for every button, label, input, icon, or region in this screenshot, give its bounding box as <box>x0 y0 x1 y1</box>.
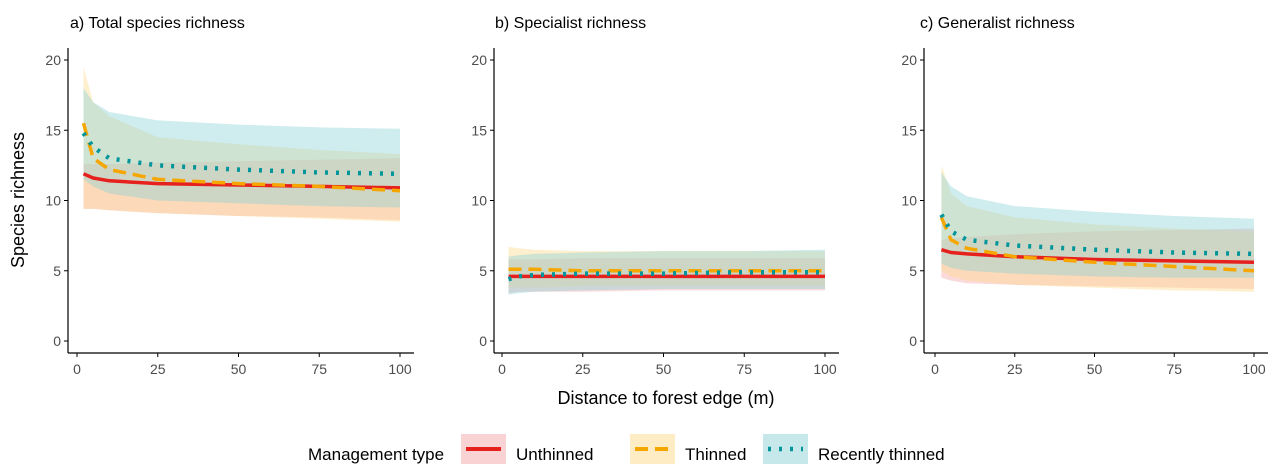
legend-label-thinned: Thinned <box>685 445 746 464</box>
legend-key-recently-thinned <box>763 434 808 464</box>
legend: Management type Unthinned Thinned Recent… <box>308 434 945 464</box>
y-tick-label-specialist: 0 <box>479 333 487 349</box>
x-tick-label-total: 100 <box>388 361 412 377</box>
panel-total-richness: a) Total species richness 0 5 10 15 20 0 25 50 7… <box>45 15 414 377</box>
panel-title-total: a) Total species richness <box>70 15 245 32</box>
ribbon-unthinned-total <box>83 158 400 221</box>
line-thinned-specialist <box>508 267 825 273</box>
x-tick-label-total: 75 <box>311 361 327 377</box>
legend-label-recently-thinned: Recently thinned <box>818 445 945 464</box>
ribbon-recently-thinned-specialist <box>508 249 825 295</box>
y-tick-label-total: 10 <box>45 193 61 209</box>
x-tick-label-total: 50 <box>231 361 247 377</box>
panel-generalist-richness: c) Generalist richness 0 5 10 15 20 0 25 50 75 10… <box>901 15 1268 377</box>
y-tick-label-specialist: 20 <box>471 52 487 68</box>
x-tick-label-specialist: 25 <box>575 361 591 377</box>
panel-title-specialist: b) Specialist richness <box>495 15 646 32</box>
x-tick-label-generalist: 100 <box>1242 361 1266 377</box>
x-tick-label-specialist: 100 <box>813 361 837 377</box>
y-tick-label-total: 0 <box>53 333 61 349</box>
x-tick-label-specialist: 75 <box>736 361 752 377</box>
x-tick-label-generalist: 75 <box>1166 361 1182 377</box>
y-tick-label-total: 5 <box>53 263 61 279</box>
line-thinned-total <box>81 122 401 193</box>
ribbon-recently-thinned-total <box>83 88 400 208</box>
y-tick-label-generalist: 20 <box>901 52 917 68</box>
x-axis-label: Distance to forest edge (m) <box>557 388 774 408</box>
y-tick-label-specialist: 10 <box>471 193 487 209</box>
y-tick-label-generalist: 10 <box>901 193 917 209</box>
legend-key-unthinned <box>461 434 506 464</box>
x-tick-label-generalist: 50 <box>1087 361 1103 377</box>
x-tick-label-generalist: 25 <box>1007 361 1023 377</box>
panel-specialist-richness: b) Specialist richness 0 5 10 15 20 0 25 50 75 10… <box>471 15 839 377</box>
legend-title: Management type <box>308 445 444 464</box>
y-tick-label-generalist: 15 <box>901 122 917 138</box>
x-tick-label-specialist: 0 <box>498 361 506 377</box>
panel-title-generalist: c) Generalist richness <box>920 15 1075 32</box>
y-tick-label-specialist: 5 <box>479 263 487 279</box>
y-tick-label-generalist: 5 <box>909 263 917 279</box>
legend-label-unthinned: Unthinned <box>516 445 594 464</box>
y-tick-label-specialist: 15 <box>471 122 487 138</box>
y-tick-label-generalist: 0 <box>909 333 917 349</box>
x-tick-label-total: 25 <box>150 361 166 377</box>
ribbon-recently-thinned-generalist <box>941 172 1254 278</box>
y-tick-label-total: 20 <box>45 52 61 68</box>
line-thinned-generalist <box>939 216 1255 273</box>
x-tick-label-generalist: 0 <box>931 361 939 377</box>
y-axis-label: Species richness <box>8 132 28 268</box>
x-tick-label-specialist: 50 <box>656 361 672 377</box>
y-tick-label-total: 15 <box>45 122 61 138</box>
x-tick-label-total: 0 <box>73 361 81 377</box>
legend-key-thinned <box>630 434 675 464</box>
